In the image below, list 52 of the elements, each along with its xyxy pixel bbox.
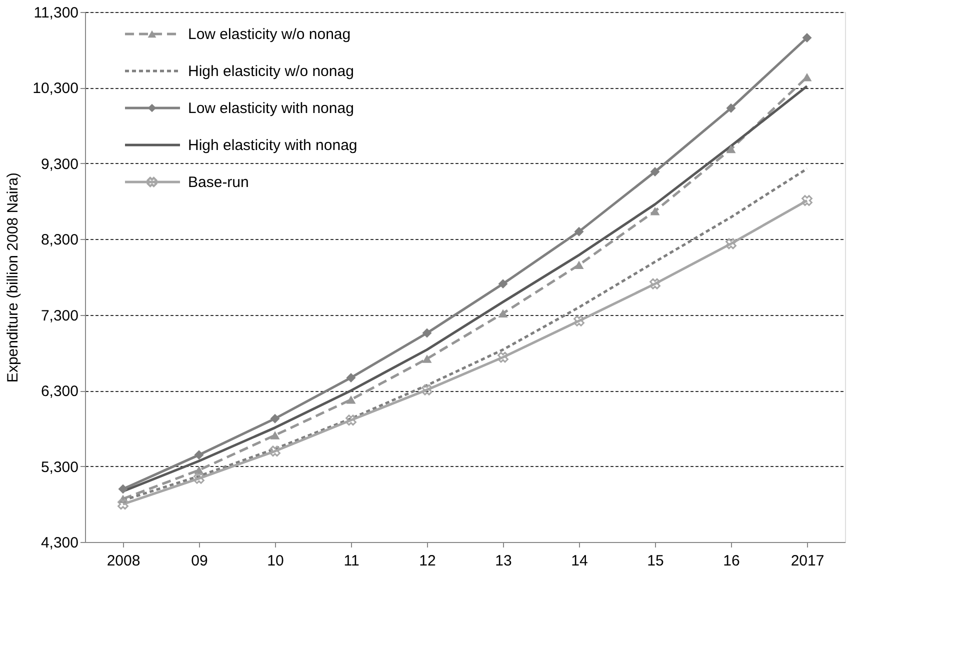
point — [802, 33, 812, 42]
legend-label: Base-run — [188, 174, 249, 191]
y-tick-label: 11,300 — [34, 4, 78, 22]
point — [574, 260, 584, 269]
point — [802, 73, 812, 82]
y-tick-label: 7,300 — [40, 307, 78, 324]
point — [650, 207, 660, 216]
y-tick-label: 10,300 — [32, 80, 78, 98]
point — [270, 431, 280, 440]
point — [194, 450, 204, 460]
x-tick-label: 11 — [344, 552, 360, 570]
x-tick-label: 16 — [723, 552, 740, 570]
legend-label: High elasticity with nonag — [188, 137, 358, 154]
y-tick-label: 5,300 — [40, 458, 78, 476]
point — [650, 278, 660, 290]
point — [726, 103, 736, 113]
point — [726, 144, 736, 154]
point — [118, 498, 128, 510]
legend-label: High elasticity w/o nonag — [188, 63, 354, 80]
point — [270, 446, 280, 457]
x-tick-label: 09 — [191, 552, 208, 570]
x-tick-label: 2017 — [790, 552, 824, 570]
point — [346, 396, 356, 404]
point — [498, 279, 508, 289]
point — [574, 315, 584, 326]
point — [422, 328, 432, 338]
y-tick-label: 6,300 — [40, 383, 78, 400]
legend-label: Low elasticity with nonag — [188, 100, 354, 117]
point — [118, 484, 128, 494]
point — [422, 354, 432, 363]
point — [194, 472, 204, 484]
point — [802, 195, 812, 206]
x-tick-label: 13 — [495, 552, 512, 570]
x-tick-label: 14 — [571, 552, 588, 570]
y-tick-label: 9,300 — [40, 156, 78, 173]
x-tick-label: 15 — [647, 552, 664, 570]
point — [498, 309, 508, 318]
point — [498, 352, 508, 363]
point — [650, 167, 660, 176]
y-tick-label: 8,300 — [40, 232, 78, 249]
point — [726, 238, 736, 250]
legend-label: Low elasticity w/o nonag — [188, 26, 351, 43]
point — [574, 226, 584, 236]
x-tick-label: 10 — [267, 552, 284, 570]
point — [422, 384, 432, 396]
x-tick-label: 12 — [419, 552, 436, 570]
y-tick-label: 4,300 — [40, 534, 78, 552]
point — [346, 372, 356, 382]
point — [270, 414, 280, 424]
y-axis-title: Expenditure (billion 2008 Naira) — [4, 172, 22, 383]
point — [346, 414, 356, 426]
x-tick-label: 2008 — [106, 552, 140, 570]
